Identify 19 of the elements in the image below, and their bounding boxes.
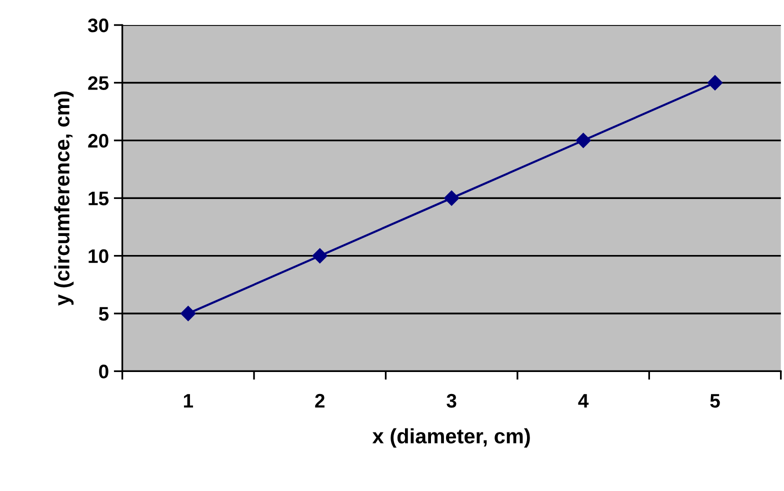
x-axis-title: x (diameter, cm) xyxy=(372,428,530,448)
y-tick-label: 5 xyxy=(98,307,109,321)
y-axis-title: y (circumference, cm) xyxy=(54,91,74,306)
y-tick-label: 0 xyxy=(99,364,108,378)
y-tick-label: 10 xyxy=(88,249,108,264)
x-tick-label: 5 xyxy=(710,394,720,408)
point xyxy=(444,190,460,206)
x-tick-label: 2 xyxy=(315,394,324,408)
point xyxy=(576,132,591,148)
y-tick-label: 15 xyxy=(88,192,109,206)
x-tick-label: 3 xyxy=(446,394,456,408)
y-tick-label: 30 xyxy=(88,18,108,32)
point xyxy=(707,75,723,90)
y-tick-label: 25 xyxy=(88,76,109,90)
point xyxy=(180,306,196,322)
y-tick-label: 20 xyxy=(88,134,108,148)
point xyxy=(312,248,328,264)
x-tick-label: 4 xyxy=(578,394,589,408)
x-tick-label: 1 xyxy=(184,394,194,408)
